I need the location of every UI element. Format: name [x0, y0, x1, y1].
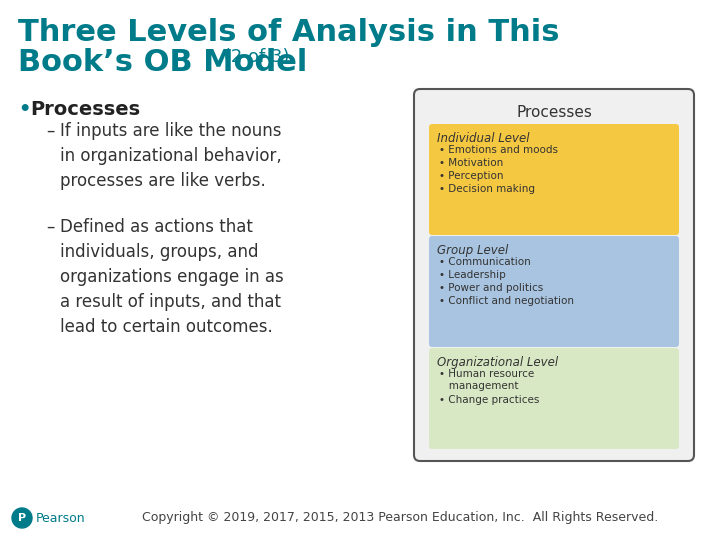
Text: • Power and politics: • Power and politics: [439, 283, 544, 293]
Text: –: –: [46, 122, 55, 140]
Text: Three Levels of Analysis in This: Three Levels of Analysis in This: [18, 18, 559, 47]
Text: • Emotions and moods: • Emotions and moods: [439, 145, 558, 155]
Text: P: P: [18, 513, 26, 523]
Text: Copyright © 2019, 2017, 2015, 2013 Pearson Education, Inc.  All Rights Reserved.: Copyright © 2019, 2017, 2015, 2013 Pears…: [142, 511, 658, 524]
Text: • Communication: • Communication: [439, 257, 531, 267]
Text: Pearson: Pearson: [36, 511, 86, 524]
Text: • Motivation: • Motivation: [439, 158, 503, 168]
Text: Organizational Level: Organizational Level: [437, 356, 558, 369]
Text: Book’s OB Model: Book’s OB Model: [18, 48, 307, 77]
Text: • Conflict and negotiation: • Conflict and negotiation: [439, 296, 574, 306]
Text: •: •: [18, 100, 30, 119]
Text: (2 of 3): (2 of 3): [218, 48, 289, 66]
Text: Processes: Processes: [30, 100, 140, 119]
Text: • Human resource
   management: • Human resource management: [439, 369, 534, 392]
Text: –: –: [46, 218, 55, 236]
FancyBboxPatch shape: [429, 348, 679, 449]
Text: • Decision making: • Decision making: [439, 184, 535, 194]
FancyBboxPatch shape: [414, 89, 694, 461]
FancyBboxPatch shape: [429, 236, 679, 347]
FancyBboxPatch shape: [429, 124, 679, 235]
Text: Processes: Processes: [516, 105, 592, 120]
Text: • Perception: • Perception: [439, 171, 503, 181]
Text: • Leadership: • Leadership: [439, 270, 505, 280]
Text: • Change practices: • Change practices: [439, 395, 539, 405]
Text: Group Level: Group Level: [437, 244, 508, 257]
Text: Individual Level: Individual Level: [437, 132, 529, 145]
Circle shape: [12, 508, 32, 528]
Text: If inputs are like the nouns
in organizational behavior,
processes are like verb: If inputs are like the nouns in organiza…: [60, 122, 282, 190]
Text: Defined as actions that
individuals, groups, and
organizations engage in as
a re: Defined as actions that individuals, gro…: [60, 218, 284, 336]
